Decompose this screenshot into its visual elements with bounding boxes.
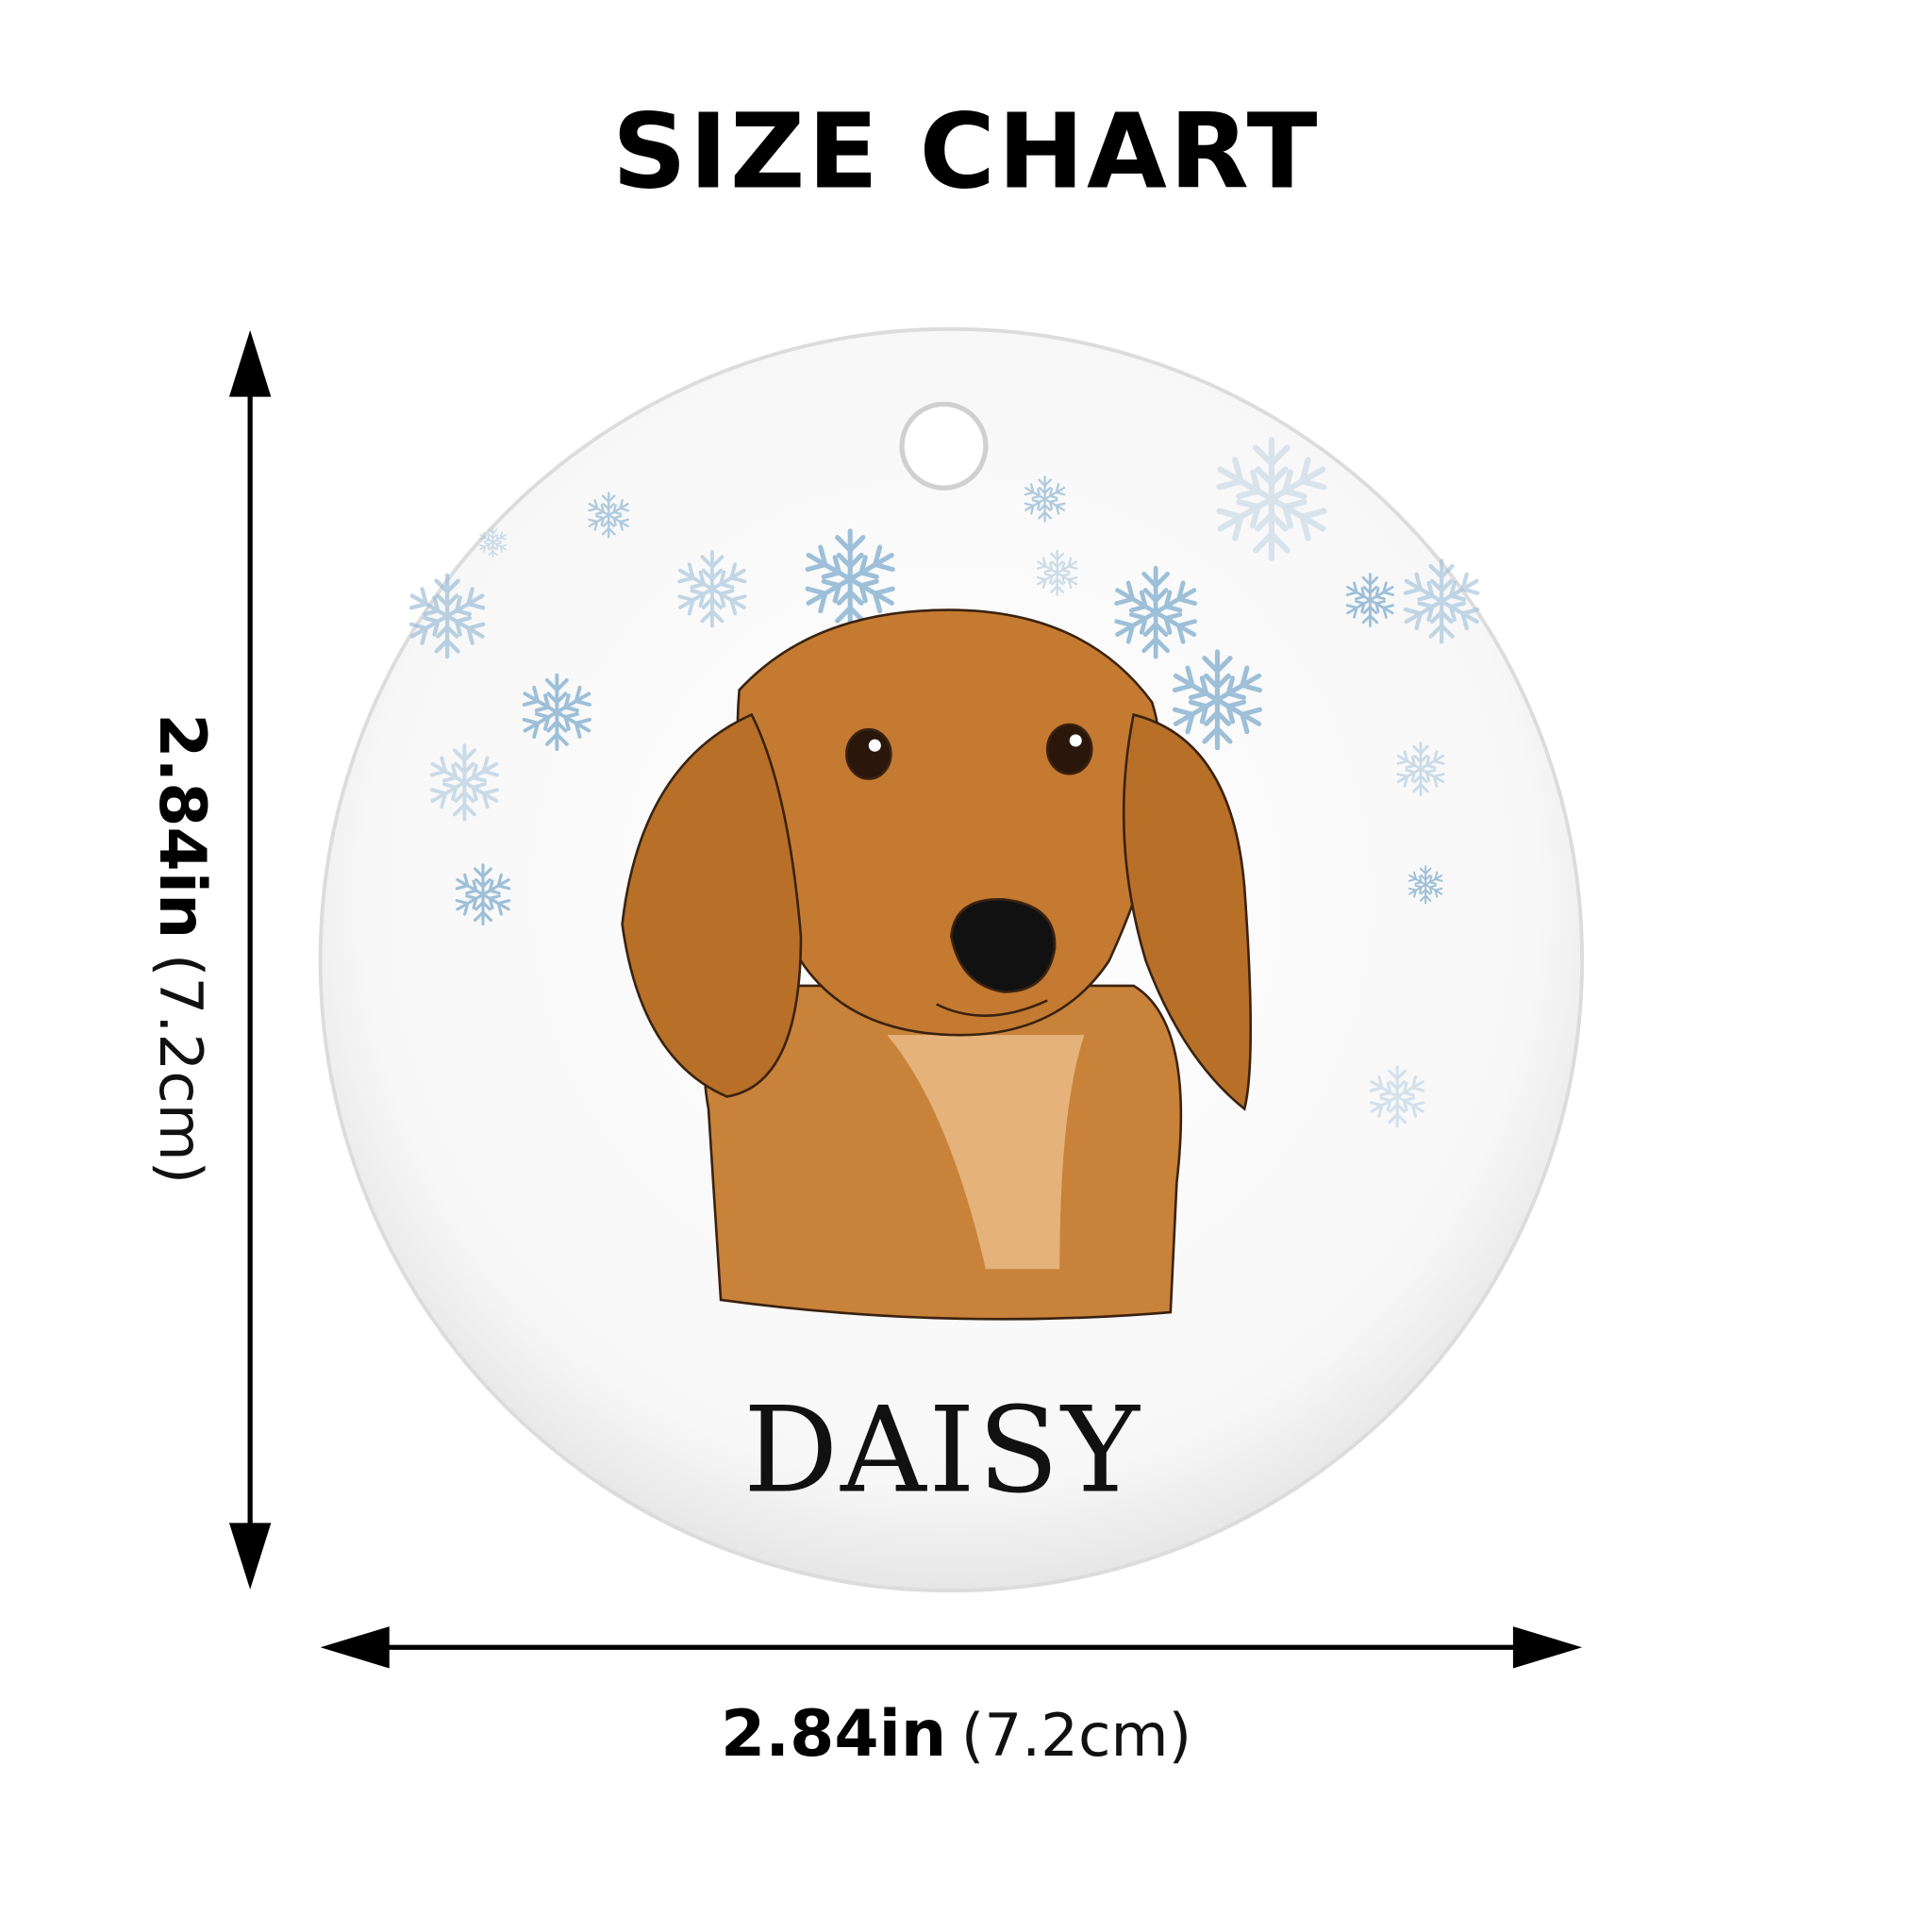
ornament-name: DAISY: [743, 1381, 1141, 1519]
page-title: SIZE CHART: [612, 92, 1320, 212]
width-imperial: 2.84in: [721, 1697, 946, 1772]
height-dimension: 2.84in (7.2cm): [144, 330, 272, 1590]
height-metric: (7.2cm): [146, 954, 215, 1184]
width-label: 2.84in (7.2cm): [721, 1697, 1191, 1772]
height-imperial: 2.84in: [144, 713, 219, 939]
width-metric: (7.2cm): [961, 1701, 1191, 1770]
width-dimension: 2.84in (7.2cm): [320, 1626, 1583, 1772]
arrow-up-icon: [228, 330, 272, 397]
arrow-left-icon: [320, 1626, 390, 1669]
hanging-hole: [899, 401, 989, 491]
arrow-right-icon: [1512, 1626, 1583, 1669]
height-label: 2.84in (7.2cm): [144, 713, 219, 1184]
dog-illustration: [621, 608, 1253, 1321]
arrow-down-icon: [228, 1523, 272, 1590]
ornament: DAISY: [318, 326, 1585, 1593]
